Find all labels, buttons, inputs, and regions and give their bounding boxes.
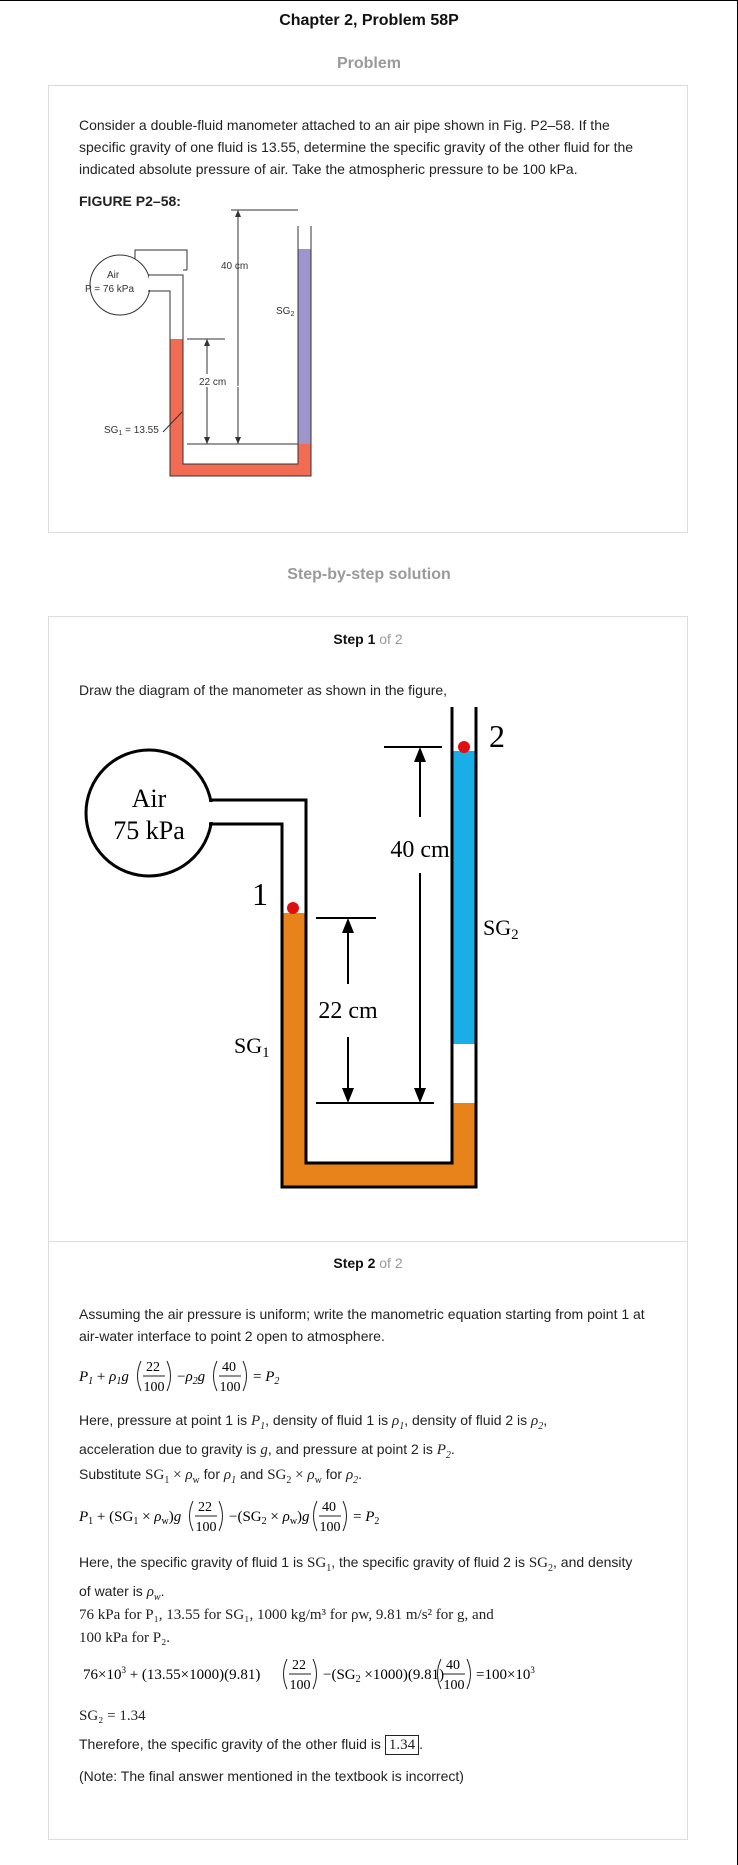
step1-pressure-label: 75 kPa xyxy=(113,816,185,845)
step1-fluid1 xyxy=(282,913,306,1187)
step1-sg1-label: SG1 xyxy=(234,1033,270,1061)
step1-sg2-label: SG2 xyxy=(483,915,519,943)
step2-here1: Here, pressure at point 1 is P1, density… xyxy=(79,1412,548,1461)
step1-h22-label: 22 cm xyxy=(318,998,378,1024)
equation-2: P1 + (SG1 × ρw)g 22 100 −(SG2 × ρw)g 40 … xyxy=(79,1500,379,1535)
answer-box: 1.34 xyxy=(384,1735,420,1755)
svg-text:22: 22 xyxy=(292,1658,306,1673)
svg-text:22: 22 xyxy=(146,1360,160,1375)
step2-title: Step 2 of 2 xyxy=(333,1255,403,1271)
page-title: Chapter 2, Problem 58P xyxy=(279,12,459,29)
step1-fluid1-bottom xyxy=(282,1163,476,1187)
fluid1-bottom xyxy=(170,464,311,476)
problem-card: Consider a double-fluid manometer attach… xyxy=(48,85,688,533)
svg-text:−ρ2g: −ρ2g xyxy=(177,1369,206,1387)
step2-conclusion: Therefore, the specific gravity of the o… xyxy=(79,1735,423,1755)
step2-here2: Here, the specific gravity of fluid 1 is… xyxy=(79,1554,633,1603)
svg-text:100: 100 xyxy=(196,1520,217,1535)
svg-text:P1 + ρ1g: P1 + ρ1g xyxy=(79,1369,129,1387)
svg-text:22: 22 xyxy=(198,1500,212,1515)
problem-text: Consider a double-fluid manometer attach… xyxy=(79,117,634,177)
problem-figure: Air P = 76 kPa 40 cm 22 cm SG2 SG1 = 13.… xyxy=(85,209,312,477)
step1-air-circle xyxy=(84,748,214,878)
fig-h40-label: 40 cm xyxy=(221,261,248,272)
svg-text:100: 100 xyxy=(320,1520,341,1535)
svg-text:−(SG2 × ρw)g: −(SG2 × ρw)g xyxy=(229,1509,310,1527)
point2-label: 2 xyxy=(489,718,505,754)
fluid2-column xyxy=(298,249,311,454)
top-border xyxy=(0,0,737,1)
step1-air-label: Air xyxy=(132,784,167,813)
step1-h40-label: 40 cm xyxy=(390,837,450,863)
step1-text: Draw the diagram of the manometer as sho… xyxy=(79,682,448,698)
svg-text:P1 + (SG1 × ρw)g: P1 + (SG1 × ρw)g xyxy=(79,1509,182,1527)
equation-1: P1 + ρ1g 22 100 −ρ2g 40 100 = P2 xyxy=(79,1360,279,1395)
fluid1-right xyxy=(298,444,311,476)
svg-text:= P2: = P2 xyxy=(353,1509,379,1527)
step2-sub1: Substitute SG1 × ρw for ρ1 and SG2 × ρw … xyxy=(79,1466,363,1486)
svg-text:100: 100 xyxy=(290,1678,311,1693)
svg-text:= P2: = P2 xyxy=(253,1369,279,1387)
step2-sub2: 76 kPa for P₁, 13.55 for SG₁, 1000 kg/m³… xyxy=(79,1607,494,1646)
step1-title: Step 1 of 2 xyxy=(333,631,403,647)
step2-result: SG₂ = 1.34 xyxy=(79,1708,146,1724)
fig-pressure-label: P = 76 kPa xyxy=(85,284,134,295)
svg-text:100: 100 xyxy=(444,1678,465,1693)
point2-marker xyxy=(458,741,470,753)
fig-sg1-label: SG1 = 13.55 xyxy=(104,425,159,437)
problem-heading: Problem xyxy=(336,55,401,72)
solution-card: Step 1 of 2 Draw the diagram of the mano… xyxy=(48,616,688,1840)
svg-text:40: 40 xyxy=(222,1360,236,1375)
svg-text:100: 100 xyxy=(144,1380,165,1395)
step-divider xyxy=(49,1241,687,1242)
fig-sg2-label: SG2 xyxy=(276,306,294,318)
svg-text:40: 40 xyxy=(322,1500,336,1515)
svg-text:−(SG2 ×1000)(9.81): −(SG2 ×1000)(9.81) xyxy=(323,1667,444,1685)
fluid1-column xyxy=(170,339,183,476)
svg-text:76×103 + (13.55×1000)(9.81): 76×103 + (13.55×1000)(9.81) xyxy=(83,1665,260,1683)
step2-intro: Assuming the air pressure is uniform; wr… xyxy=(79,1306,645,1344)
step1-figure: Air 75 kPa 1 2 40 cm 22 cm SG2 SG1 xyxy=(84,707,519,1189)
step2-note: (Note: The final answer mentioned in the… xyxy=(79,1768,464,1784)
svg-text:100: 100 xyxy=(220,1380,241,1395)
solution-heading: Step-by-step solution xyxy=(287,566,451,583)
svg-text:40: 40 xyxy=(446,1658,460,1673)
point1-marker xyxy=(287,902,299,914)
step1-fluid1-right xyxy=(452,1103,476,1187)
fig-air-label: Air xyxy=(107,270,120,281)
point1-label: 1 xyxy=(252,876,268,912)
equation-3: 76×103 + (13.55×1000)(9.81) 22 100 −(SG2… xyxy=(83,1658,535,1693)
svg-text:=100×103: =100×103 xyxy=(476,1665,535,1683)
step1-fluid2 xyxy=(452,751,476,1044)
figure-label: FIGURE P2–58: xyxy=(79,193,181,209)
fig-h22-label: 22 cm xyxy=(199,377,226,388)
